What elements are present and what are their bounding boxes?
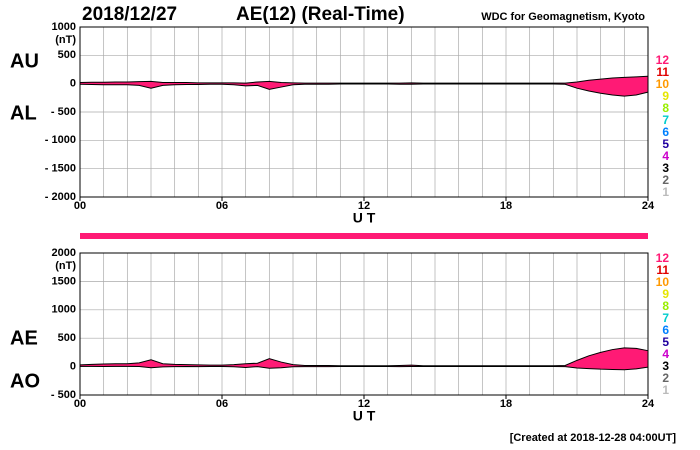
x-tick-label: 18: [500, 200, 512, 212]
band-fill: [80, 347, 648, 370]
source: WDC for Geomagnetism, Kyoto: [481, 11, 645, 23]
legend-label: 8: [662, 101, 669, 115]
legend-label: 11: [656, 263, 669, 277]
x-tick-label: 00: [74, 200, 86, 212]
legend-label: 1: [662, 185, 669, 199]
legend-label: 4: [662, 347, 669, 361]
legend-label: 1: [662, 383, 669, 397]
legend-label: 5: [662, 335, 669, 349]
legend-label: 12: [656, 251, 670, 265]
x-tick-label: 00: [74, 398, 86, 410]
legend-label: 2: [662, 173, 669, 187]
y-tick-label: 1500: [52, 275, 76, 287]
x-tick-label: 24: [642, 398, 655, 410]
series-label: AU: [10, 50, 39, 72]
x-tick-label: 06: [216, 398, 228, 410]
legend-label: 8: [662, 299, 669, 313]
y-tick-label: 2000: [52, 247, 76, 259]
legend-label: 10: [656, 275, 670, 289]
series-line: [80, 365, 649, 371]
legend-label: 5: [662, 137, 669, 151]
footer: [Created at 2018-12-28 04:00UT]: [510, 432, 677, 444]
x-tick-label: 18: [500, 398, 512, 410]
y-unit: (nT): [55, 260, 76, 272]
legend-label: 7: [662, 113, 669, 127]
y-tick-label: 1000: [52, 21, 76, 33]
date: 2018/12/27: [82, 4, 177, 25]
x-axis-label: U T: [353, 408, 376, 424]
x-axis-label: U T: [353, 210, 376, 226]
legend-label: 4: [662, 149, 669, 163]
y-unit: (nT): [55, 34, 76, 46]
y-tick-label: 1000: [52, 304, 76, 316]
legend-label: 10: [656, 77, 670, 91]
y-tick-label: 500: [58, 49, 76, 61]
legend-label: 3: [662, 359, 669, 373]
y-tick-label: 0: [70, 78, 76, 90]
legend-label: 11: [656, 65, 669, 79]
station-bar: [80, 233, 648, 239]
legend-label: 12: [656, 53, 670, 67]
y-tick-label: - 500: [51, 106, 76, 118]
y-tick-label: - 500: [51, 389, 76, 401]
legend-label: 6: [662, 125, 669, 139]
legend-label: 9: [662, 287, 669, 301]
x-tick-label: 24: [642, 200, 655, 212]
x-tick-label: 12: [358, 398, 370, 410]
plot-frame: [79, 26, 649, 198]
legend-label: 2: [662, 371, 669, 385]
legend-label: 9: [662, 89, 669, 103]
legend-label: 7: [662, 311, 669, 325]
series-label: AO: [10, 370, 40, 392]
series-line: [79, 83, 649, 97]
series-label: AE: [10, 327, 38, 349]
legend-label: 6: [662, 323, 669, 337]
x-tick-label: 12: [358, 200, 370, 212]
y-tick-label: 500: [58, 332, 76, 344]
chart-title: AE(12) (Real-Time): [236, 4, 405, 25]
legend-label: 3: [662, 161, 669, 175]
y-tick-label: - 2000: [45, 191, 76, 203]
series-line: [79, 347, 649, 367]
x-tick-label: 06: [216, 200, 228, 212]
series-line: [79, 75, 649, 84]
y-tick-label: 0: [70, 361, 76, 373]
y-tick-label: - 1000: [45, 134, 76, 146]
series-label: AL: [10, 102, 37, 124]
y-tick-label: - 1500: [45, 163, 76, 175]
plot-frame: [79, 252, 649, 396]
